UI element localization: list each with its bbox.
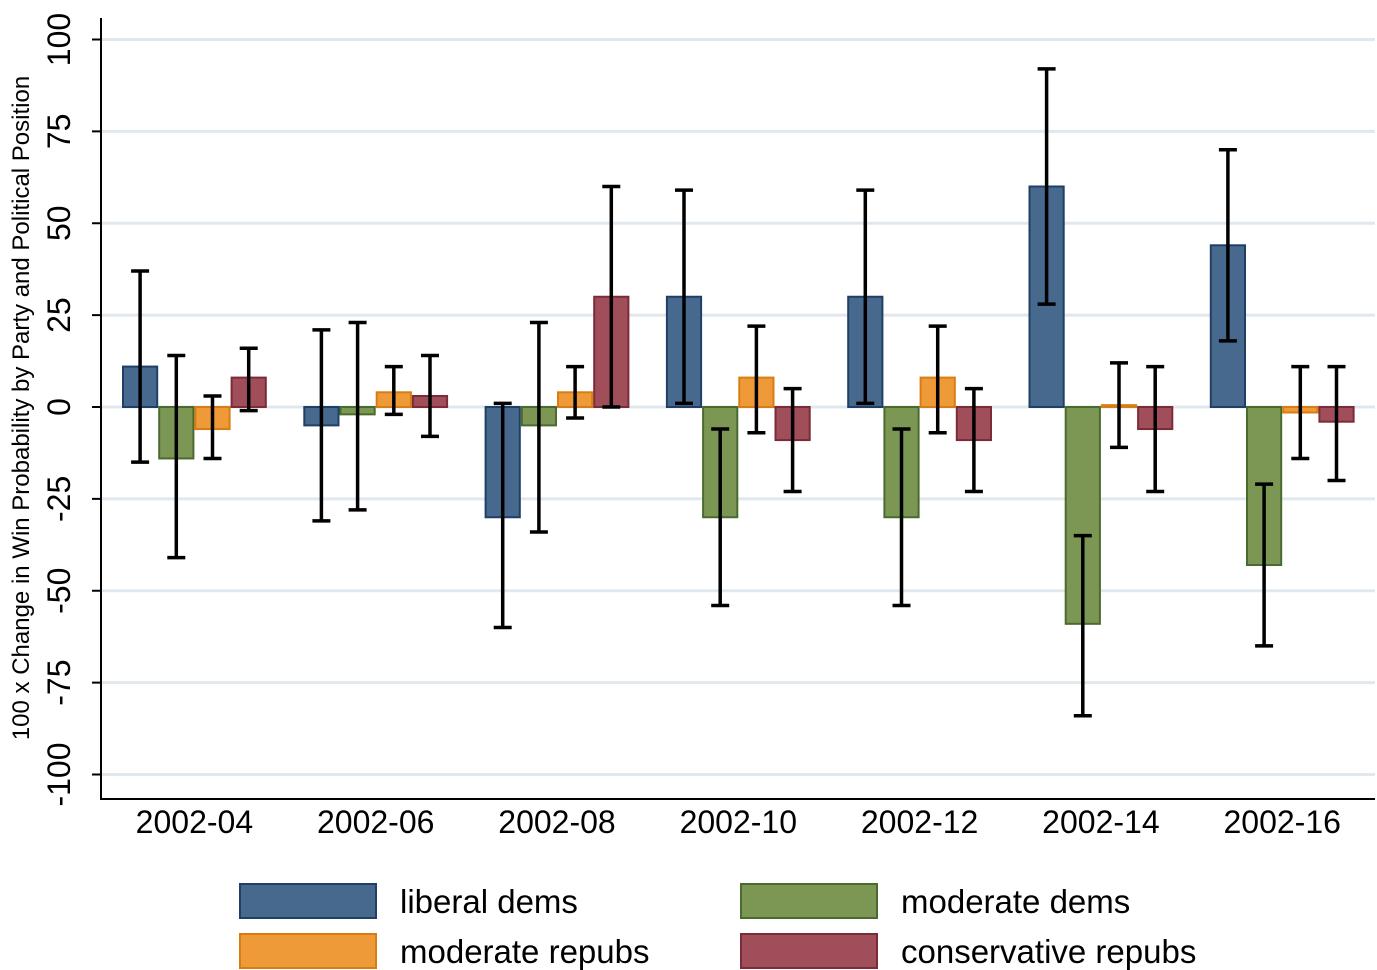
y-tick-label: -100 bbox=[41, 742, 77, 806]
x-tick-label: 2002-06 bbox=[317, 804, 434, 840]
y-tick-label: -25 bbox=[41, 476, 77, 522]
legend-swatch bbox=[740, 933, 878, 969]
legend-label: liberal dems bbox=[400, 883, 578, 920]
x-tick-label: 2002-10 bbox=[680, 804, 797, 840]
y-tick-label: 0 bbox=[41, 398, 77, 416]
legend: liberal dems moderate dems moderate repubs… bbox=[239, 883, 1196, 970]
y-tick-label: -50 bbox=[41, 568, 77, 614]
y-axis-title: 100 x Change in Win Probability by Party… bbox=[8, 76, 35, 740]
y-tick-label: 75 bbox=[41, 114, 77, 150]
legend-swatch bbox=[239, 933, 377, 969]
y-tick-label: 100 bbox=[41, 13, 77, 66]
y-tick-label: 25 bbox=[41, 297, 77, 333]
bars bbox=[122, 185, 1355, 625]
y-ticks: -100 -75 -50 -25 0 25 50 75 100 bbox=[41, 13, 101, 807]
legend-swatch bbox=[239, 883, 377, 919]
legend-label: conservative repubs bbox=[901, 933, 1196, 970]
x-tick-label: 2002-04 bbox=[136, 804, 253, 840]
y-tick-label: -75 bbox=[41, 660, 77, 706]
y-tick-label: 50 bbox=[41, 205, 77, 241]
legend-label: moderate dems bbox=[901, 883, 1130, 920]
x-tick-label: 2002-08 bbox=[498, 804, 615, 840]
error-bars bbox=[131, 67, 1346, 718]
legend-swatch bbox=[740, 883, 878, 919]
x-ticks: 2002-04 2002-06 2002-08 2002-10 2002-12 2002-… bbox=[136, 804, 1341, 840]
x-tick-label: 2002-12 bbox=[861, 804, 978, 840]
x-tick-label: 2002-16 bbox=[1223, 804, 1340, 840]
x-tick-label: 2002-14 bbox=[1042, 804, 1159, 840]
axes bbox=[100, 18, 1375, 800]
legend-label: moderate repubs bbox=[400, 933, 649, 970]
